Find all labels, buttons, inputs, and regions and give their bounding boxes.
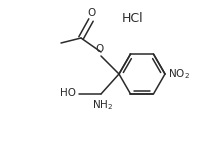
Text: O: O [88,8,96,18]
Text: HCl: HCl [122,12,144,25]
Text: NH$_2$: NH$_2$ [92,98,114,112]
Text: NO$_2$: NO$_2$ [168,67,190,81]
Text: HO: HO [60,88,76,98]
Text: O: O [96,44,104,54]
